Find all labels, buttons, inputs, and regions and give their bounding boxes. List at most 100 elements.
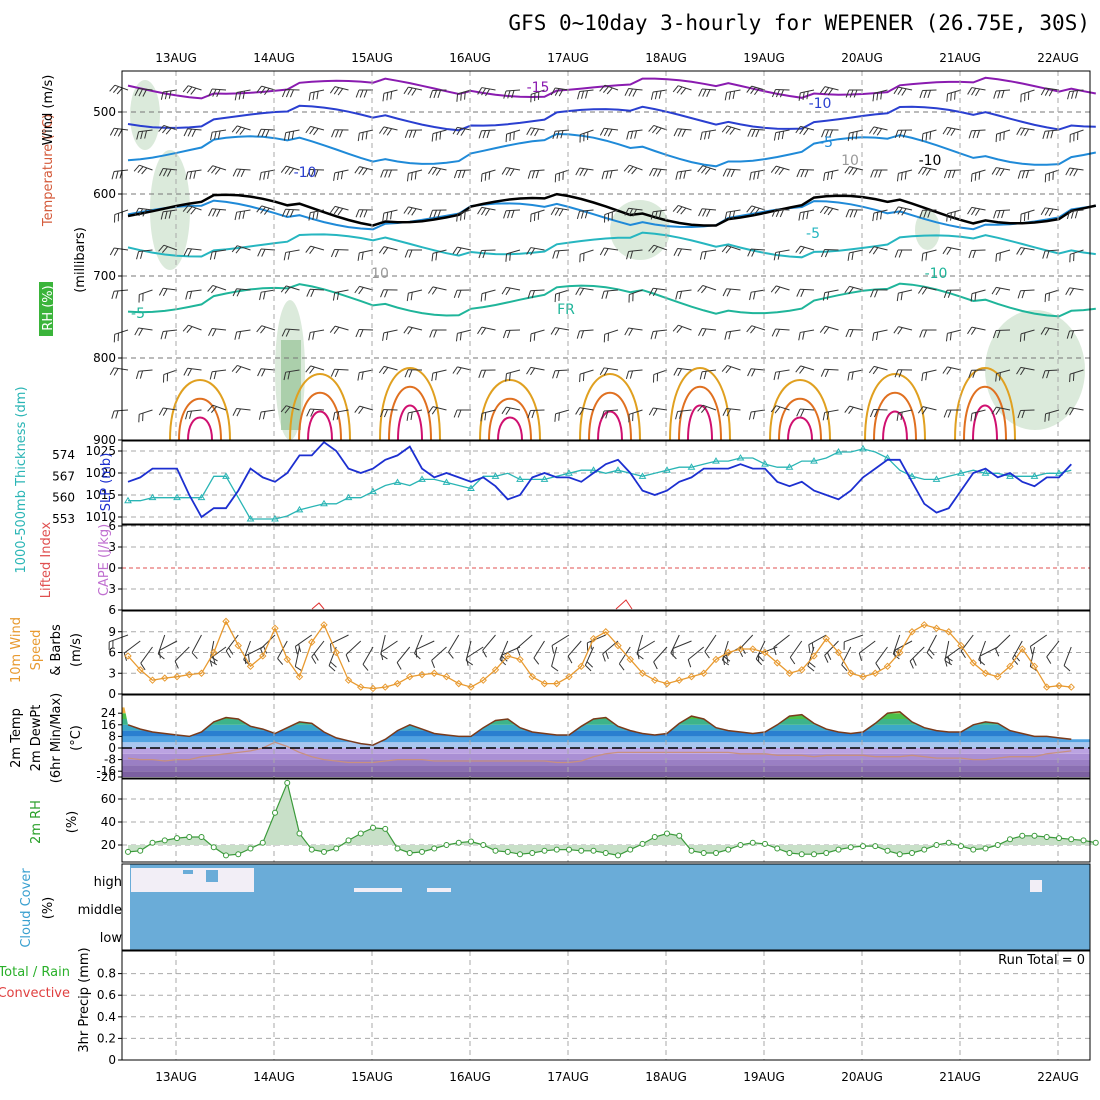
- wind-barb-flag: [431, 287, 438, 295]
- wind-barb-flag: [826, 652, 832, 660]
- wind-barb: [481, 326, 496, 331]
- wind-barb: [996, 369, 1011, 375]
- bottom-date-label: 13AUG: [155, 1070, 197, 1084]
- wind-barb-flag: [305, 245, 311, 253]
- wind-barb-flag: [407, 327, 413, 335]
- wind-barb-flag: [414, 653, 421, 660]
- wind-barb: [359, 166, 374, 171]
- wind-barb-flag: [439, 131, 442, 140]
- wind-barb-flag: [162, 246, 168, 253]
- wind-barb: [174, 646, 190, 662]
- wind-barb-flag: [896, 293, 899, 302]
- thickness-point: [834, 447, 843, 455]
- wind-barb: [604, 84, 619, 91]
- wind-barb-flag: [477, 326, 483, 335]
- wind-barb-flag: [558, 292, 560, 301]
- wind-barb-flag: [285, 89, 290, 98]
- wind-barb-flag: [212, 208, 217, 217]
- rh-point: [382, 825, 389, 832]
- y-tick-label: 0.8: [97, 967, 116, 981]
- wind-barb-flag: [897, 87, 903, 95]
- wind-barb-flag: [406, 412, 409, 421]
- wind-barb-flag: [407, 87, 413, 95]
- wind-barb-flag: [995, 373, 997, 382]
- wind-barb-flag: [747, 248, 752, 257]
- rh-point: [884, 847, 891, 854]
- rh-point: [431, 845, 438, 852]
- slp-series: [127, 441, 1072, 519]
- wind-barb-flag: [287, 251, 291, 260]
- wind-barb-flag: [277, 658, 284, 665]
- wind-barb-flag: [898, 249, 903, 258]
- wind-barb: [726, 288, 741, 291]
- rh-point: [676, 832, 683, 839]
- wind-barb: [775, 208, 790, 211]
- wind-barb-flag: [999, 168, 1005, 177]
- wind-barb-flag: [191, 652, 198, 660]
- wind-barb-flag: [749, 292, 752, 301]
- wind-barb: [285, 249, 300, 253]
- wind-barb: [944, 640, 950, 661]
- wind-barb-flag: [996, 330, 1001, 339]
- wind-barb: [138, 88, 153, 91]
- thickness-point: [197, 493, 206, 501]
- wind-barb-flag: [452, 127, 458, 135]
- rh-point: [504, 848, 511, 855]
- wind-barb: [947, 126, 962, 131]
- wind-barb-flag: [336, 411, 340, 420]
- bottom-date-label: 22AUG: [1037, 1070, 1079, 1084]
- y-tick-label: 6: [108, 519, 116, 533]
- wind-barb: [396, 646, 411, 663]
- temperature-axis-label: Temperature (°C): [41, 114, 56, 227]
- rh-point: [798, 851, 805, 858]
- wind-barb-flag: [993, 90, 997, 99]
- wind-barb-flag: [728, 211, 732, 220]
- wind-barb-flag: [819, 86, 826, 94]
- wind-barb: [285, 328, 300, 331]
- rh-point: [357, 830, 364, 837]
- wind-barb-flag: [456, 93, 459, 102]
- wind-barb-flag: [676, 206, 683, 214]
- wind-barb-flag: [723, 655, 731, 662]
- wind-barb: [678, 85, 692, 91]
- wind-barb-flag: [722, 168, 727, 177]
- wind-barb-flag: [306, 169, 311, 178]
- wind-barb-flag: [231, 365, 238, 372]
- wind-barb-flag: [1044, 413, 1047, 422]
- wind-barb: [678, 204, 692, 211]
- wind-barb-flag: [287, 131, 291, 140]
- wind-barb-flag: [505, 287, 511, 296]
- wind-barb-flag: [585, 664, 592, 672]
- wind-barb-flag: [1072, 372, 1075, 381]
- wind-barb: [383, 246, 398, 251]
- wind-speed-point: [945, 628, 953, 636]
- wind-barb: [996, 129, 1011, 135]
- wind-barb: [555, 327, 570, 331]
- wind-barb: [751, 85, 766, 91]
- wind-barbs-axis-label: & Barbs: [49, 624, 64, 676]
- rh-point: [896, 851, 903, 858]
- temperature-contour: [127, 231, 1096, 259]
- wind-barb-flag: [513, 131, 515, 140]
- wind-barb: [628, 369, 643, 372]
- wind-barb-flag: [403, 326, 409, 334]
- wind-barb-flag: [872, 213, 875, 222]
- wind-barb-flag: [288, 168, 295, 176]
- wind-barb: [579, 89, 594, 92]
- wind-barb-flag: [753, 207, 760, 215]
- wind-barb-flag: [355, 89, 360, 98]
- wind-barb-flag: [808, 661, 816, 668]
- wind-barb: [506, 129, 521, 135]
- wind-barb-flag: [679, 291, 683, 300]
- wind-barb: [702, 249, 717, 253]
- panel-frame: [121, 524, 1091, 611]
- wind-barb-flag: [721, 365, 728, 372]
- wind-barb: [629, 409, 643, 415]
- wind-barb-flag: [950, 128, 956, 136]
- wind-barb: [898, 409, 913, 414]
- wind-barb-flag: [298, 644, 302, 653]
- wind-speed-point: [442, 673, 451, 681]
- wind-speed-point: [1043, 683, 1051, 691]
- wind-barb-flag: [1020, 214, 1022, 223]
- wind-barb-flag: [1023, 332, 1026, 341]
